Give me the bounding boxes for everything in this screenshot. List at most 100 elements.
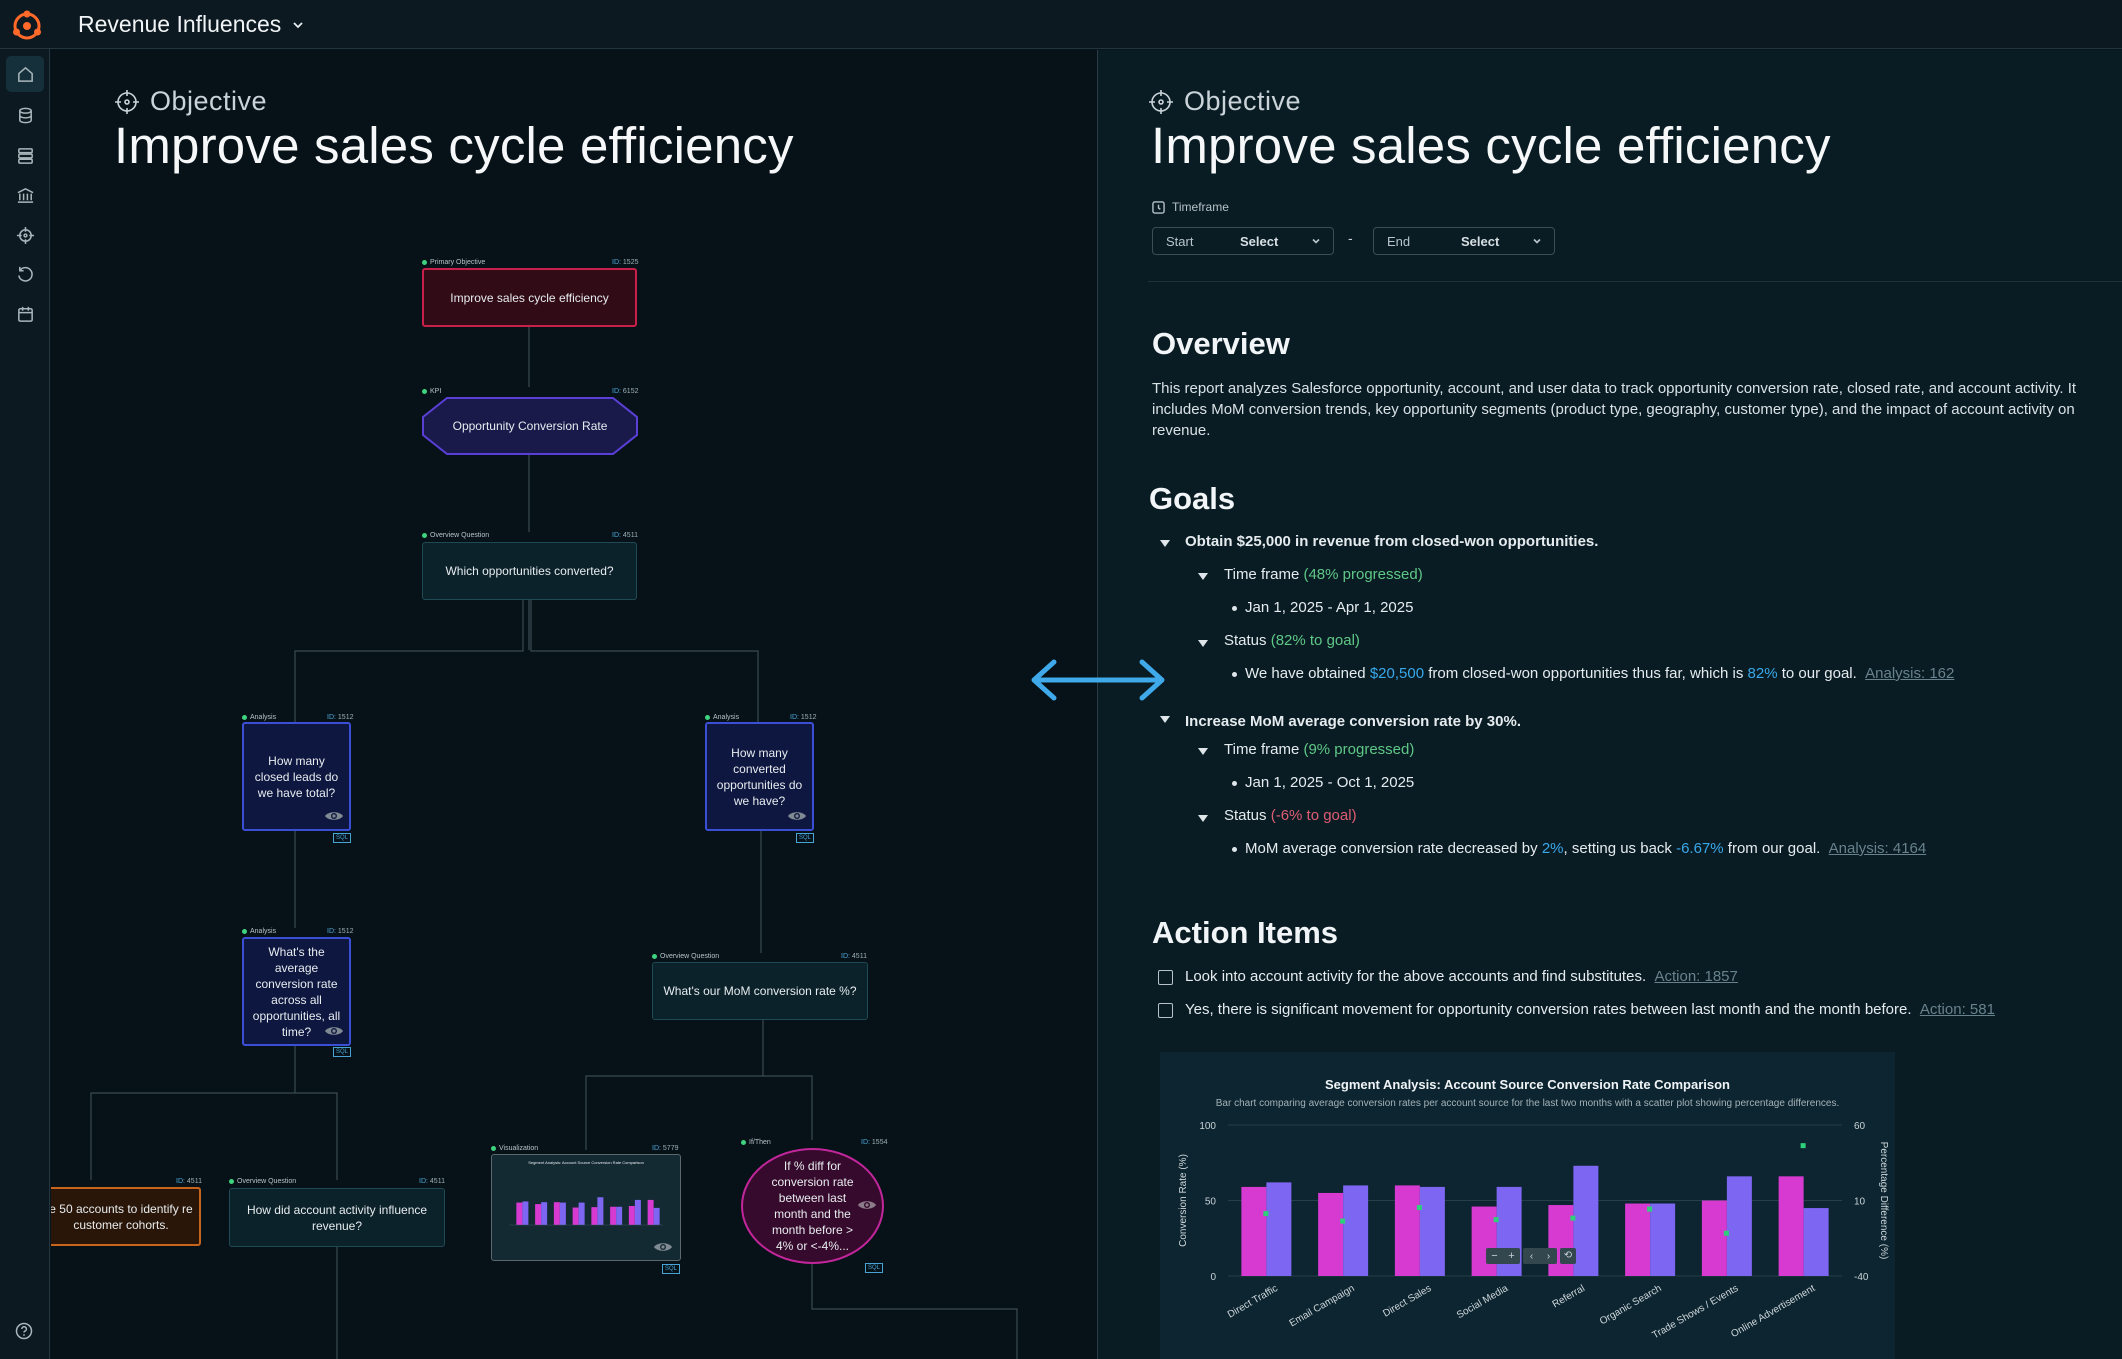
goal-status-detail: We have obtained $20,500 from closed-won… — [1245, 665, 1955, 682]
collapse-toggle[interactable] — [1160, 540, 1170, 547]
sidebar-calendar-button[interactable] — [6, 296, 44, 332]
sidebar-home-button[interactable] — [6, 56, 44, 92]
action-checkbox[interactable] — [1158, 970, 1173, 985]
graph-node-overview-question[interactable]: What's our MoM conversion rate %? — [652, 962, 868, 1020]
scatter-point — [1263, 1211, 1269, 1217]
target-icon — [16, 226, 34, 244]
sql-badge[interactable]: SQL — [662, 1264, 681, 1274]
help-icon[interactable] — [15, 1322, 33, 1340]
y2-axis-label: Percentage Difference (%) — [1878, 1142, 1889, 1260]
node-id-label: ID: 4511 — [176, 1178, 202, 1185]
bullet — [1232, 847, 1237, 852]
scatter-point — [1416, 1205, 1422, 1211]
bidirectional-arrow-icon — [1031, 659, 1165, 701]
eye-icon[interactable] — [653, 1240, 673, 1254]
thumbnail-bar — [559, 1202, 566, 1225]
node-type-label: Analysis — [705, 714, 739, 721]
sql-badge[interactable]: SQL — [333, 1047, 352, 1057]
sidebar-objectives-button[interactable] — [6, 217, 44, 253]
graph-node-overview-question[interactable]: How did account activity influence reven… — [229, 1188, 445, 1247]
zoom-out-icon[interactable]: − — [1491, 1250, 1498, 1262]
reset-zoom-icon[interactable]: ⟲ — [1560, 1248, 1576, 1264]
node-type-label: KPI — [422, 388, 441, 395]
timeframe-start-select[interactable]: Start Select — [1152, 227, 1334, 255]
pan-left-icon[interactable]: ‹ — [1529, 1250, 1534, 1262]
thumbnail-bar — [647, 1199, 654, 1225]
action-checkbox[interactable] — [1158, 1003, 1173, 1018]
thumbnail-bar — [634, 1199, 641, 1225]
analysis-link[interactable]: Analysis: 162 — [1865, 665, 1955, 682]
x-tick-label: Organic Search — [1598, 1283, 1664, 1327]
node-type-label: Primary Objective — [422, 259, 485, 266]
goal-status-detail: MoM average conversion rate decreased by… — [1245, 840, 1927, 857]
graph-node-partial[interactable]: e 50 accounts to identify re customer co… — [51, 1187, 201, 1246]
action-link[interactable]: Action: 581 — [1919, 1001, 1995, 1018]
chevron-down-icon — [293, 21, 303, 28]
collapse-toggle[interactable] — [1198, 640, 1208, 647]
sql-badge[interactable]: SQL — [865, 1263, 884, 1273]
overview-heading: Overview — [1152, 326, 1290, 361]
x-tick-label: Referral — [1551, 1283, 1587, 1310]
graph-panel: Objective Improve sales cycle efficiency… — [51, 50, 1097, 1359]
bar-last-month — [1650, 1203, 1676, 1276]
collapse-toggle[interactable] — [1198, 573, 1208, 580]
clock-icon — [1152, 200, 1165, 214]
sql-badge[interactable]: SQL — [333, 833, 352, 843]
sidebar-database-button[interactable] — [6, 97, 44, 133]
bar-prev-month — [1394, 1185, 1420, 1276]
collapse-toggle[interactable] — [1198, 815, 1208, 822]
action-link[interactable]: Action: 1857 — [1654, 968, 1738, 985]
graph-node-kpi[interactable]: Opportunity Conversion Rate — [452, 419, 608, 433]
x-tick-label: Social Media — [1455, 1283, 1510, 1321]
x-tick-label: Online Advertisement — [1729, 1283, 1817, 1340]
node-id-label: ID: 4511 — [612, 532, 638, 539]
analysis-link[interactable]: Analysis: 4164 — [1828, 840, 1927, 857]
node-id-label: ID: 1525 — [612, 259, 639, 266]
y-tick-label: 100 — [1199, 1121, 1216, 1132]
bullet — [1232, 672, 1237, 677]
home-icon — [17, 66, 33, 82]
eye-icon[interactable] — [787, 809, 807, 823]
sidebar-institution-button[interactable] — [6, 177, 44, 213]
pan-controls[interactable]: ‹ › — [1523, 1248, 1557, 1264]
eye-icon[interactable] — [324, 1024, 344, 1038]
app-logo-icon[interactable] — [10, 8, 44, 42]
timeframe-end-select[interactable]: End Select — [1373, 227, 1555, 255]
sidebar-layers-button[interactable] — [6, 137, 44, 173]
y2-tick-label: 10 — [1854, 1197, 1866, 1208]
database-icon — [18, 107, 32, 123]
y2-tick-label: 60 — [1854, 1121, 1866, 1132]
graph-node-overview-question[interactable]: Which opportunities converted? — [422, 542, 637, 600]
timeframe-label: Timeframe — [1152, 200, 1229, 214]
thumbnail-bar — [541, 1202, 548, 1225]
bar-last-month — [1803, 1208, 1829, 1276]
zoom-in-icon[interactable]: + — [1508, 1250, 1515, 1262]
node-id-label: ID: 5779 — [652, 1145, 679, 1152]
workspace-title[interactable]: Revenue Influences — [78, 11, 305, 38]
thumbnail-bar — [578, 1202, 585, 1225]
sidebar-history-button[interactable] — [6, 256, 44, 292]
collapse-toggle[interactable] — [1198, 748, 1208, 755]
eye-icon[interactable] — [857, 1198, 877, 1212]
action-item: Look into account activity for the above… — [1185, 968, 1738, 985]
bar-prev-month — [1625, 1203, 1651, 1276]
collapse-toggle[interactable] — [1160, 716, 1170, 723]
goal-timeframe: Time frame (9% progressed) — [1224, 741, 1415, 758]
action-items-heading: Action Items — [1152, 915, 1339, 950]
bar-last-month — [1343, 1185, 1369, 1276]
bar-last-month — [1726, 1176, 1752, 1276]
panel-divider[interactable] — [1097, 50, 1098, 1359]
node-id-label: ID: 1554 — [861, 1139, 888, 1146]
thumbnail-bar — [591, 1207, 598, 1225]
eye-icon[interactable] — [324, 809, 344, 823]
node-id-label: ID: 1512 — [327, 928, 354, 935]
goal-status: Status (82% to goal) — [1224, 632, 1360, 649]
zoom-controls[interactable]: − + — [1486, 1248, 1520, 1264]
sql-badge[interactable]: SQL — [796, 833, 815, 843]
calendar-icon — [17, 306, 33, 322]
pan-right-icon[interactable]: › — [1546, 1250, 1551, 1262]
graph-node-primary-objective[interactable]: Improve sales cycle efficiency — [422, 268, 637, 327]
bar-prev-month — [1471, 1206, 1497, 1276]
segment-analysis-chart: Segment Analysis: Account Source Convers… — [1160, 1052, 1895, 1359]
top-bar: Revenue Influences — [0, 0, 2122, 49]
